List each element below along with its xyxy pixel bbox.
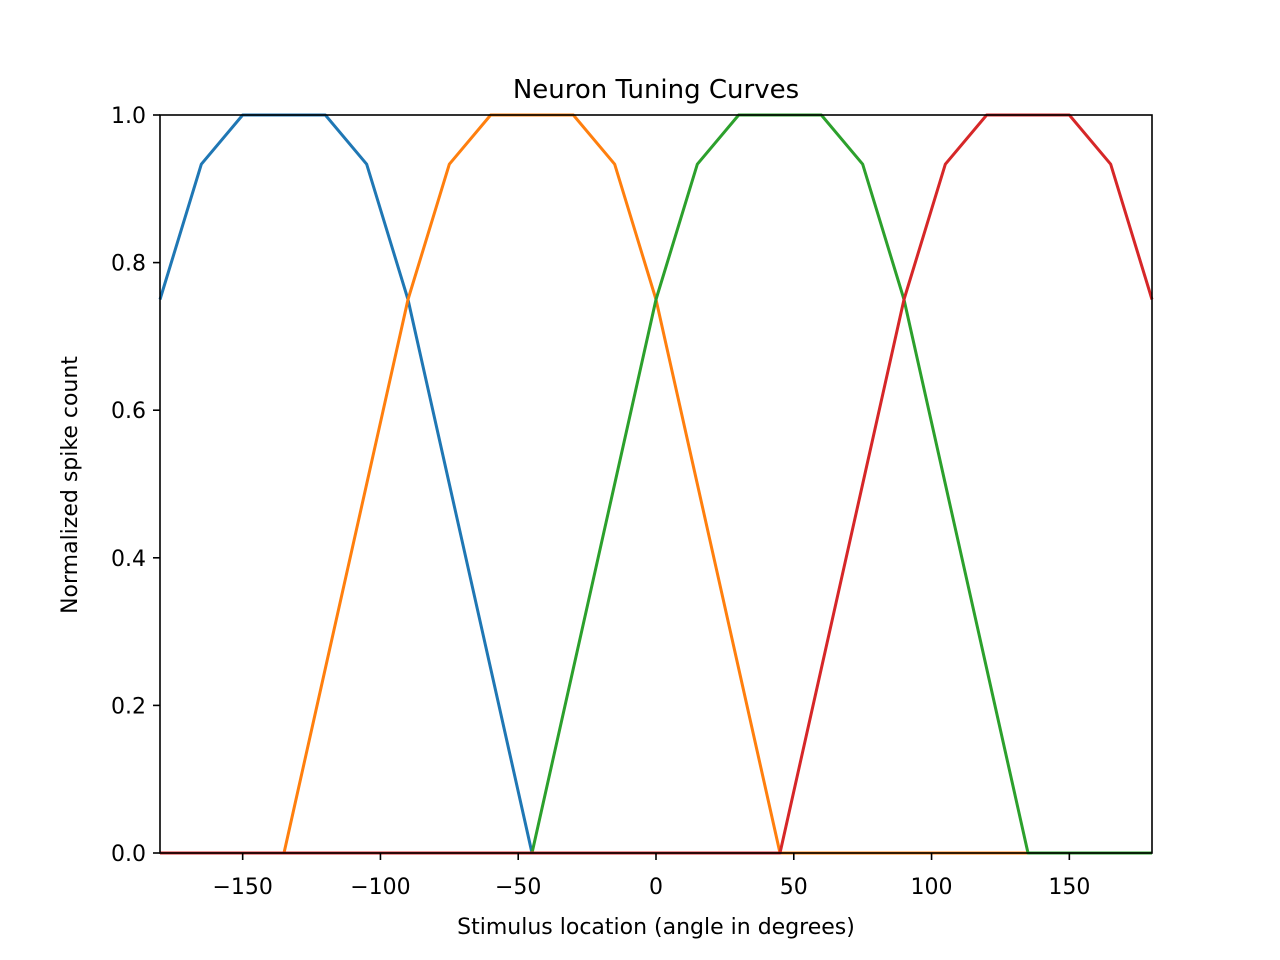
series-line-4 <box>160 113 1154 855</box>
y-tick-label: 0.4 <box>111 547 146 572</box>
y-tick-label: 0.2 <box>111 694 146 719</box>
series-line-1 <box>158 113 1152 855</box>
y-axis-title: Normalized spike count <box>58 356 83 614</box>
y-tick-label: 0.8 <box>111 252 146 277</box>
x-tick-label: 0 <box>649 875 663 900</box>
x-tick-label: −100 <box>350 875 410 900</box>
y-tick-label: 1.0 <box>111 104 146 129</box>
plot-frame <box>159 114 1153 854</box>
x-tick-label: 150 <box>1048 875 1090 900</box>
y-axis-ticks: 0.0 0.2 0.4 0.6 0.8 1.0 <box>111 104 160 867</box>
chart-title: Neuron Tuning Curves <box>513 75 799 105</box>
x-axis-ticks: −150 −100 −50 0 50 100 150 <box>212 853 1090 900</box>
x-axis-title: Stimulus location (angle in degrees) <box>457 915 855 940</box>
y-tick-label: 0.0 <box>111 842 146 867</box>
x-tick-label: −150 <box>212 875 272 900</box>
x-tick-label: −50 <box>495 875 541 900</box>
y-tick-label: 0.6 <box>111 399 146 424</box>
plot-lines <box>158 113 1154 855</box>
x-tick-label: 50 <box>780 875 808 900</box>
x-tick-label: 100 <box>911 875 953 900</box>
